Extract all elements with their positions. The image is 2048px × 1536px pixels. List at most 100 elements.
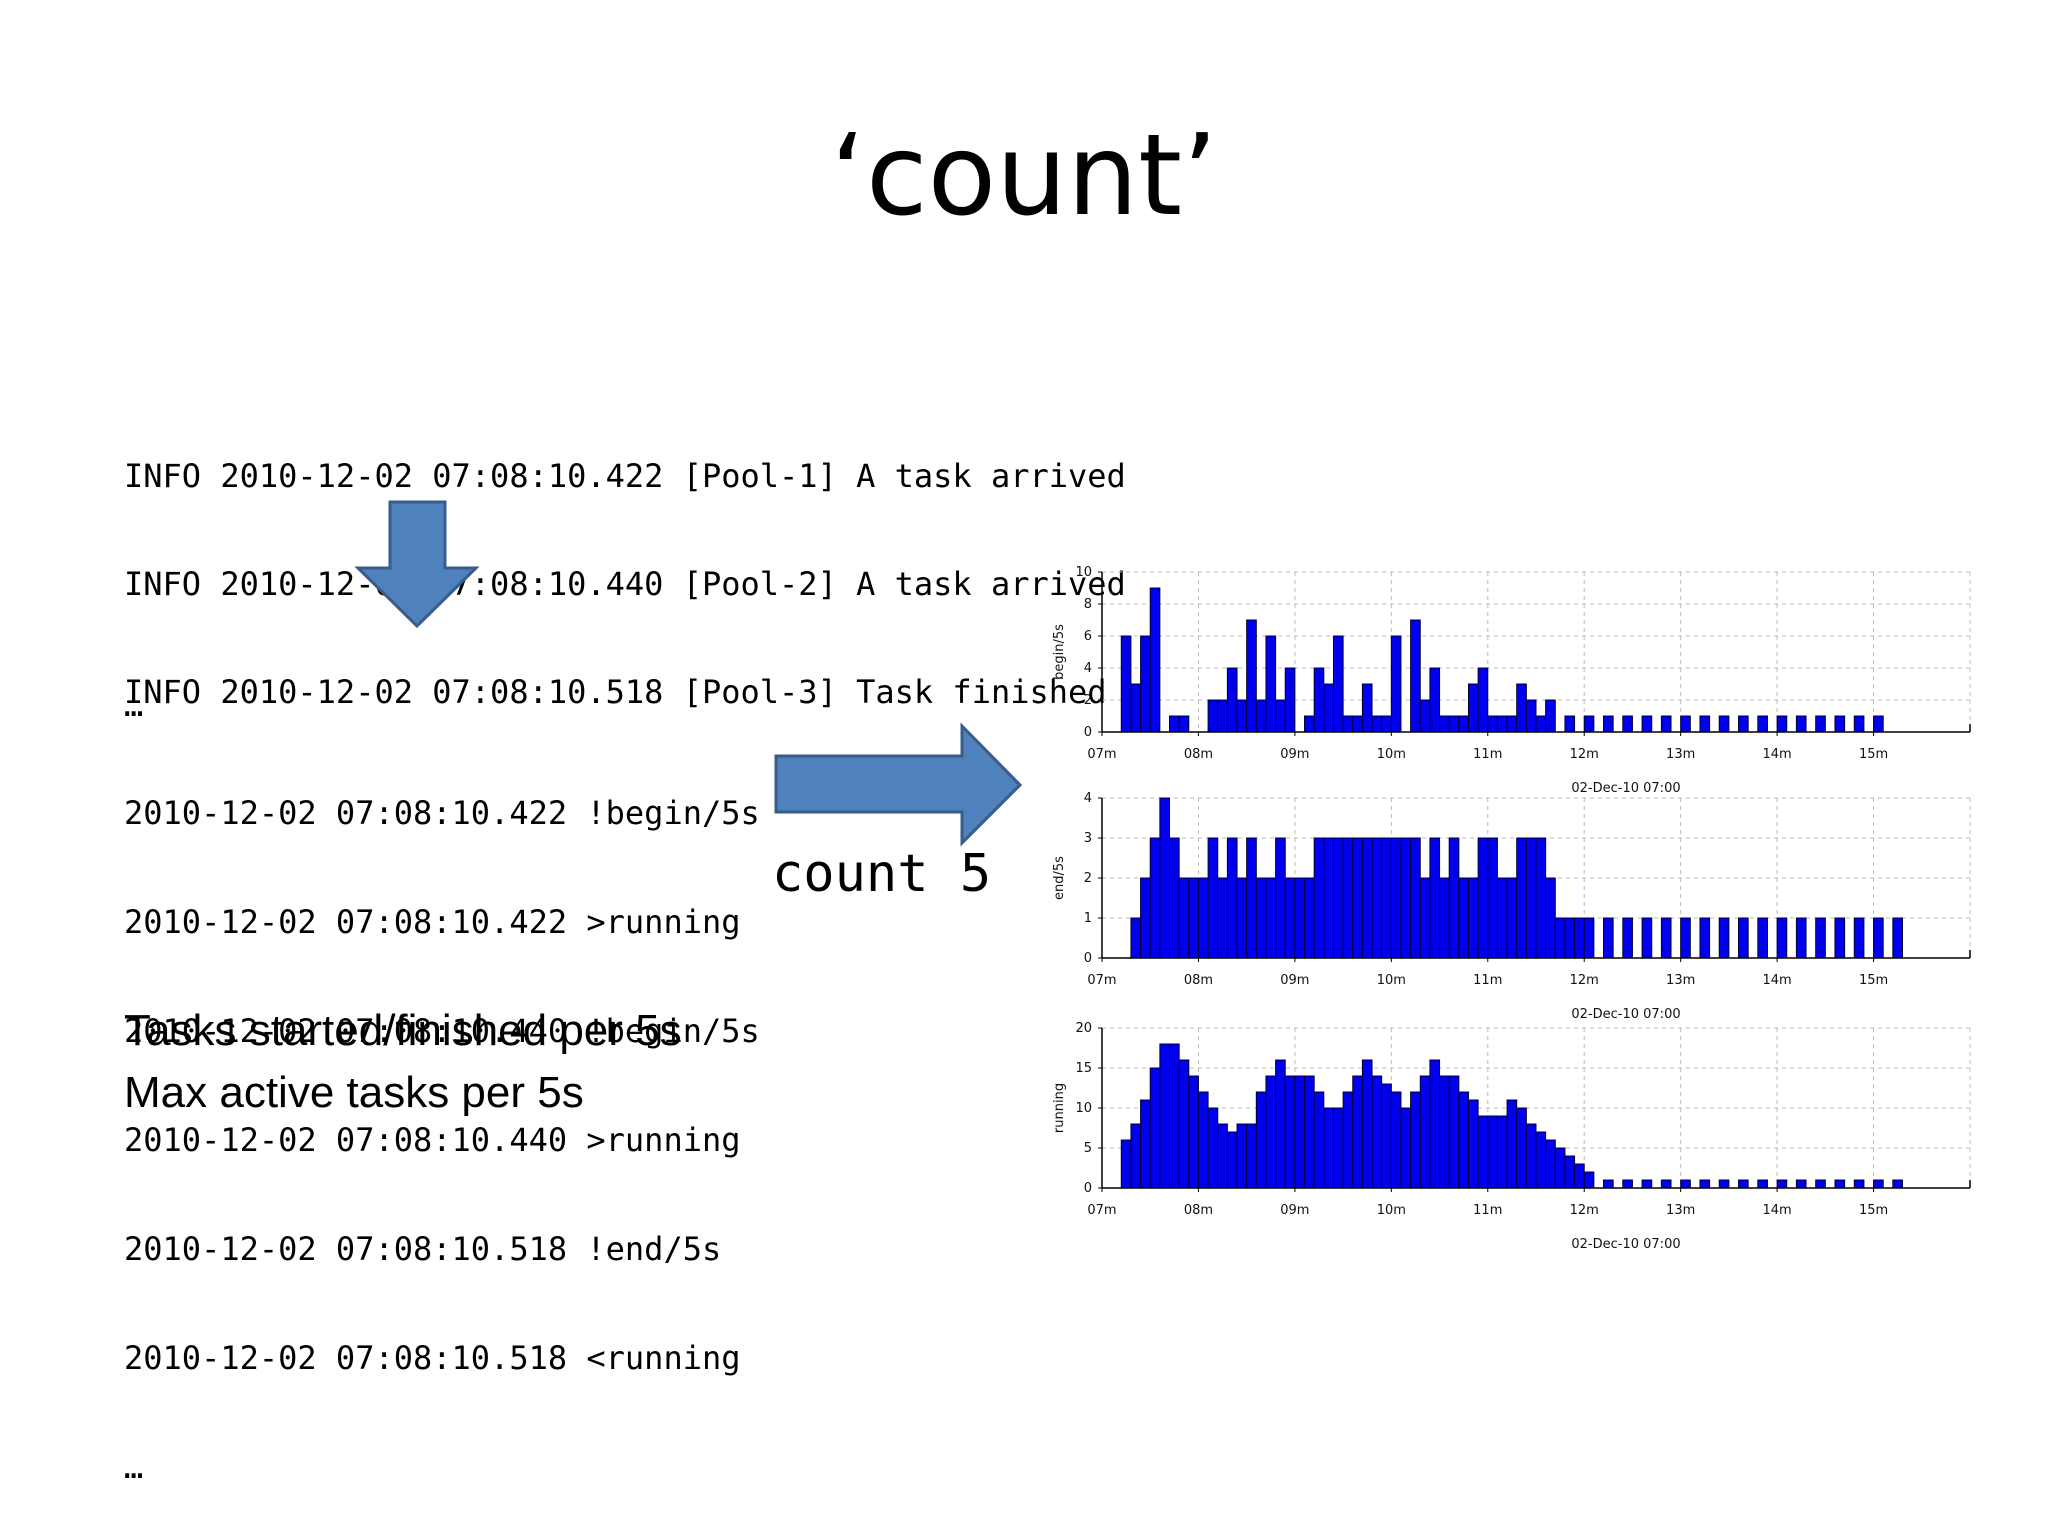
raw-log-line: INFO 2010-12-02 07:08:10.518 [Pool-3] Ta… (124, 673, 1107, 711)
bar (1699, 1179, 1711, 1189)
end-per-5s-chart: 0 1 2 3 4 07m 08m 09m 10m 11m 12m 13m 14m 15m end/5s 02… (1052, 791, 1971, 1022)
y-tick-label: 4 (1084, 791, 1092, 806)
bar (1603, 1179, 1614, 1189)
bar (1284, 1075, 1296, 1189)
bar (1400, 837, 1412, 959)
x-tick-label: 08m (1184, 747, 1213, 762)
bar (1458, 877, 1469, 959)
bar (1410, 837, 1421, 959)
y-tick-label: 6 (1084, 629, 1092, 644)
bar (1236, 699, 1248, 733)
bar (1574, 1163, 1585, 1189)
raw-log-block: INFO 2010-12-02 07:08:10.422 [Pool-1] A … (124, 386, 1126, 746)
bar (1834, 917, 1846, 959)
bar (1776, 917, 1788, 959)
bar (1217, 1123, 1228, 1189)
bar (1873, 1179, 1884, 1189)
bar (1226, 837, 1238, 959)
bar (1332, 1107, 1344, 1189)
bar (1120, 1139, 1132, 1189)
y-tick-label: 2 (1084, 871, 1092, 886)
bar (1275, 837, 1286, 959)
y-tick-label: 8 (1084, 597, 1092, 612)
bar (1304, 877, 1315, 959)
bar (1815, 917, 1826, 959)
bar (1120, 635, 1132, 733)
bar (1516, 837, 1527, 959)
bar (1757, 1179, 1768, 1189)
bar (1776, 715, 1788, 733)
bar (1496, 877, 1508, 959)
x-tick-label: 13m (1666, 973, 1695, 988)
bar (1535, 837, 1547, 959)
bar (1834, 1179, 1846, 1189)
bar (1236, 1123, 1248, 1189)
x-tick-label: 15m (1859, 747, 1888, 762)
bar (1718, 917, 1730, 959)
bar (1554, 917, 1566, 959)
event-log-line: 2010-12-02 07:08:10.518 !end/5s (124, 1230, 722, 1269)
bar (1467, 877, 1479, 959)
bar (1323, 683, 1334, 733)
bar (1622, 917, 1633, 959)
x-tick-label: 13m (1666, 747, 1695, 762)
bar (1467, 1099, 1479, 1189)
bar (1487, 1115, 1498, 1189)
bar (1853, 1179, 1865, 1189)
bar (1554, 1147, 1566, 1189)
bar (1795, 1179, 1807, 1189)
bar (1535, 1131, 1547, 1189)
bar (1699, 917, 1711, 959)
bar (1140, 1099, 1151, 1189)
y-tick-label: 10 (1075, 565, 1092, 580)
y-tick-label: 0 (1084, 951, 1092, 966)
bar (1294, 877, 1306, 959)
bar (1506, 1099, 1518, 1189)
bar (1390, 635, 1402, 733)
bar (1265, 635, 1277, 733)
bar (1352, 837, 1363, 959)
bar (1246, 619, 1257, 733)
bar (1207, 699, 1219, 733)
count-command-label: count 5 (772, 844, 992, 904)
bar (1660, 917, 1672, 959)
bar (1255, 699, 1267, 733)
bar (1506, 877, 1518, 959)
x-tick-label: 15m (1859, 1203, 1888, 1218)
bar (1323, 1107, 1334, 1189)
bar (1390, 1091, 1402, 1189)
bar (1352, 1075, 1363, 1189)
bar (1853, 715, 1865, 733)
bar (1284, 877, 1296, 959)
x-tick-label: 07m (1087, 973, 1116, 988)
bar (1516, 683, 1527, 733)
bar (1545, 877, 1556, 959)
bar (1506, 715, 1518, 733)
bar (1583, 1171, 1595, 1189)
bar (1525, 837, 1537, 959)
bar (1439, 715, 1450, 733)
bar (1564, 715, 1576, 733)
down-arrow-icon (354, 500, 480, 629)
x-tick-label: 14m (1763, 973, 1792, 988)
bar (1188, 1075, 1199, 1189)
bar (1246, 1123, 1257, 1189)
x-axis-title: 02-Dec-10 07:00 (1571, 1237, 1680, 1252)
bar (1487, 715, 1498, 733)
bar (1545, 699, 1556, 733)
bar (1660, 715, 1672, 733)
bar (1149, 1067, 1161, 1189)
bar (1332, 635, 1344, 733)
bar (1738, 1179, 1749, 1189)
x-tick-label: 11m (1473, 973, 1502, 988)
bar (1574, 917, 1585, 959)
bar (1477, 667, 1489, 733)
bar (1284, 667, 1296, 733)
bar (1371, 715, 1383, 733)
bar (1419, 699, 1431, 733)
bar (1217, 877, 1228, 959)
event-log-line: 2010-12-02 07:08:10.518 <running (124, 1338, 741, 1377)
bar (1265, 877, 1277, 959)
bar (1226, 1131, 1238, 1189)
